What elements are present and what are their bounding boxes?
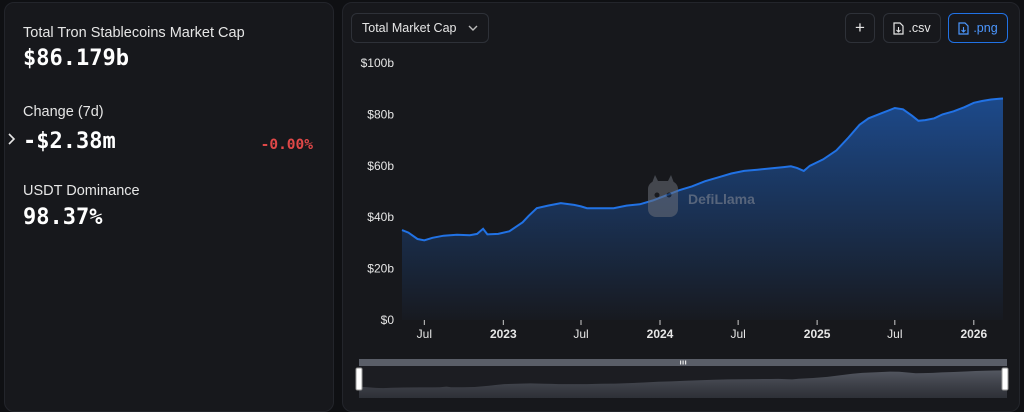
x-tick-label: 2024 — [647, 327, 674, 341]
x-tick-label: 2025 — [804, 327, 831, 341]
csv-label: .csv — [908, 21, 931, 35]
market-cap-area — [402, 98, 1003, 320]
y-tick-label: $100b — [361, 56, 395, 70]
x-tick-label: Jul — [730, 327, 745, 341]
add-button[interactable]: + — [845, 13, 875, 43]
brush-overview-area — [359, 370, 1007, 398]
x-tick-label: 2023 — [490, 327, 517, 341]
y-tick-label: $40b — [367, 210, 394, 224]
y-tick-label: $60b — [367, 159, 394, 173]
watermark: DefiLlama — [648, 175, 755, 217]
change-percent-badge: -0.00% — [260, 137, 313, 153]
dominance-label: USDT Dominance — [23, 183, 140, 199]
x-tick-label: 2026 — [960, 327, 987, 341]
stats-panel: Total Tron Stablecoins Market Cap $86.17… — [4, 2, 334, 412]
plus-icon: + — [855, 18, 865, 37]
x-tick-label: Jul — [573, 327, 588, 341]
change-value: -$2.38m — [23, 129, 116, 154]
market-cap-line — [401, 97, 1004, 242]
brush-handle-left[interactable] — [355, 367, 363, 391]
range-brush[interactable] — [355, 359, 1009, 398]
chart-panel: Total Market Cap + .csv .png — [342, 2, 1020, 412]
brush-handle-right[interactable] — [1001, 367, 1009, 391]
market-cap-value: $86.179b — [23, 46, 129, 71]
y-tick-label: $20b — [367, 262, 394, 276]
market-cap-label: Total Tron Stablecoins Market Cap — [23, 25, 245, 41]
chevron-down-icon — [468, 25, 478, 31]
download-png-button[interactable]: .png — [948, 13, 1008, 43]
grip-icon — [680, 360, 687, 365]
y-tick-label: $0 — [381, 313, 395, 327]
x-tick-label: Jul — [417, 327, 432, 341]
metric-select-label: Total Market Cap — [362, 21, 457, 35]
y-axis: $0 $20b $40b $60b $80b $100b — [361, 56, 395, 327]
png-label: .png — [973, 21, 998, 35]
x-tick-label: Jul — [887, 327, 902, 341]
file-download-icon — [893, 21, 904, 35]
change-label: Change (7d) — [23, 104, 104, 120]
dominance-value: 98.37% — [23, 205, 103, 230]
y-tick-label: $80b — [367, 107, 394, 121]
watermark-text: DefiLlama — [688, 191, 755, 207]
market-cap-chart: $0$20b$40b$60b$80b$100b Jul 2023 Jul 2024 Ju… — [355, 56, 1009, 398]
chevron-right-icon[interactable] — [7, 132, 17, 146]
metric-select[interactable]: Total Market Cap — [351, 13, 489, 43]
file-image-icon — [958, 21, 969, 35]
llama-logo-icon — [648, 175, 678, 217]
x-axis: Jul 2023 Jul 2024 Jul 2025 Jul 2026 — [417, 320, 987, 341]
download-csv-button[interactable]: .csv — [883, 13, 941, 43]
